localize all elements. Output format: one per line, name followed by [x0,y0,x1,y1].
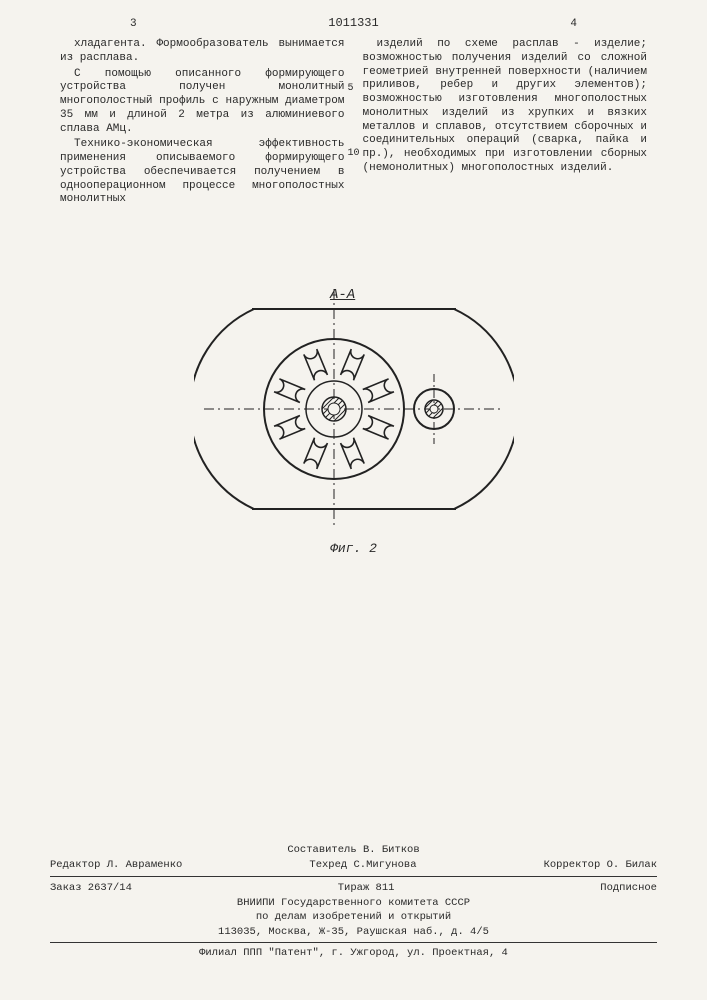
corrector: Корректор О. Билак [544,858,657,872]
figure-caption: Фиг. 2 [0,541,707,556]
editor: Редактор Л. Авраменко [50,858,182,872]
slot [303,349,327,380]
tirazh: Тираж 811 [338,881,395,895]
org1: ВНИИПИ Государственного комитета СССР [50,896,657,910]
slot [340,438,364,469]
credits-row: Редактор Л. Авраменко Техред С.Мигунова … [50,857,657,873]
left-column: хладагента. Формообразователь вынимается… [60,38,345,209]
tech: Техред С.Мигунова [309,858,416,872]
slot [274,416,305,440]
para: хладагента. Формообразователь вынимается… [60,38,345,66]
section-label: А-А [330,287,355,303]
imprint-block: Составитель В. Битков Редактор Л. Авраме… [50,843,657,960]
slot [362,416,393,440]
small-center-hole [430,405,438,413]
para: С помощью описанного формирующего устрой… [60,68,345,137]
org2: по делам изобретений и открытий [50,910,657,924]
slot [362,379,393,403]
para: изделий по схеме расплав - изделие; возм… [363,38,648,176]
addr: 113035, Москва, Ж-35, Раушская наб., д. … [50,925,657,939]
slot [303,438,327,469]
compiler-line: Составитель В. Битков [50,843,657,857]
figure-area [0,269,707,549]
slot [274,379,305,403]
right-column: изделий по схеме расплав - изделие; возм… [363,38,648,209]
para: Технико-экономическая эффективность прим… [60,138,345,207]
main-center-hole [328,403,340,415]
line-markers: 5 10 [347,82,359,160]
slot [340,349,364,380]
figure-svg [194,269,514,549]
divider [50,942,657,943]
doc-number: 1011331 [0,16,707,30]
branch: Филиал ППП "Патент", г. Ужгород, ул. Про… [50,946,657,960]
order-row: Заказ 2637/14 Тираж 811 Подписное [50,880,657,896]
divider [50,876,657,877]
page-right: 4 [570,18,577,30]
subscribe: Подписное [600,881,657,895]
line-marker: 5 [347,82,359,95]
order: Заказ 2637/14 [50,881,132,895]
page-left: 3 [130,18,137,30]
line-marker: 10 [347,147,359,160]
